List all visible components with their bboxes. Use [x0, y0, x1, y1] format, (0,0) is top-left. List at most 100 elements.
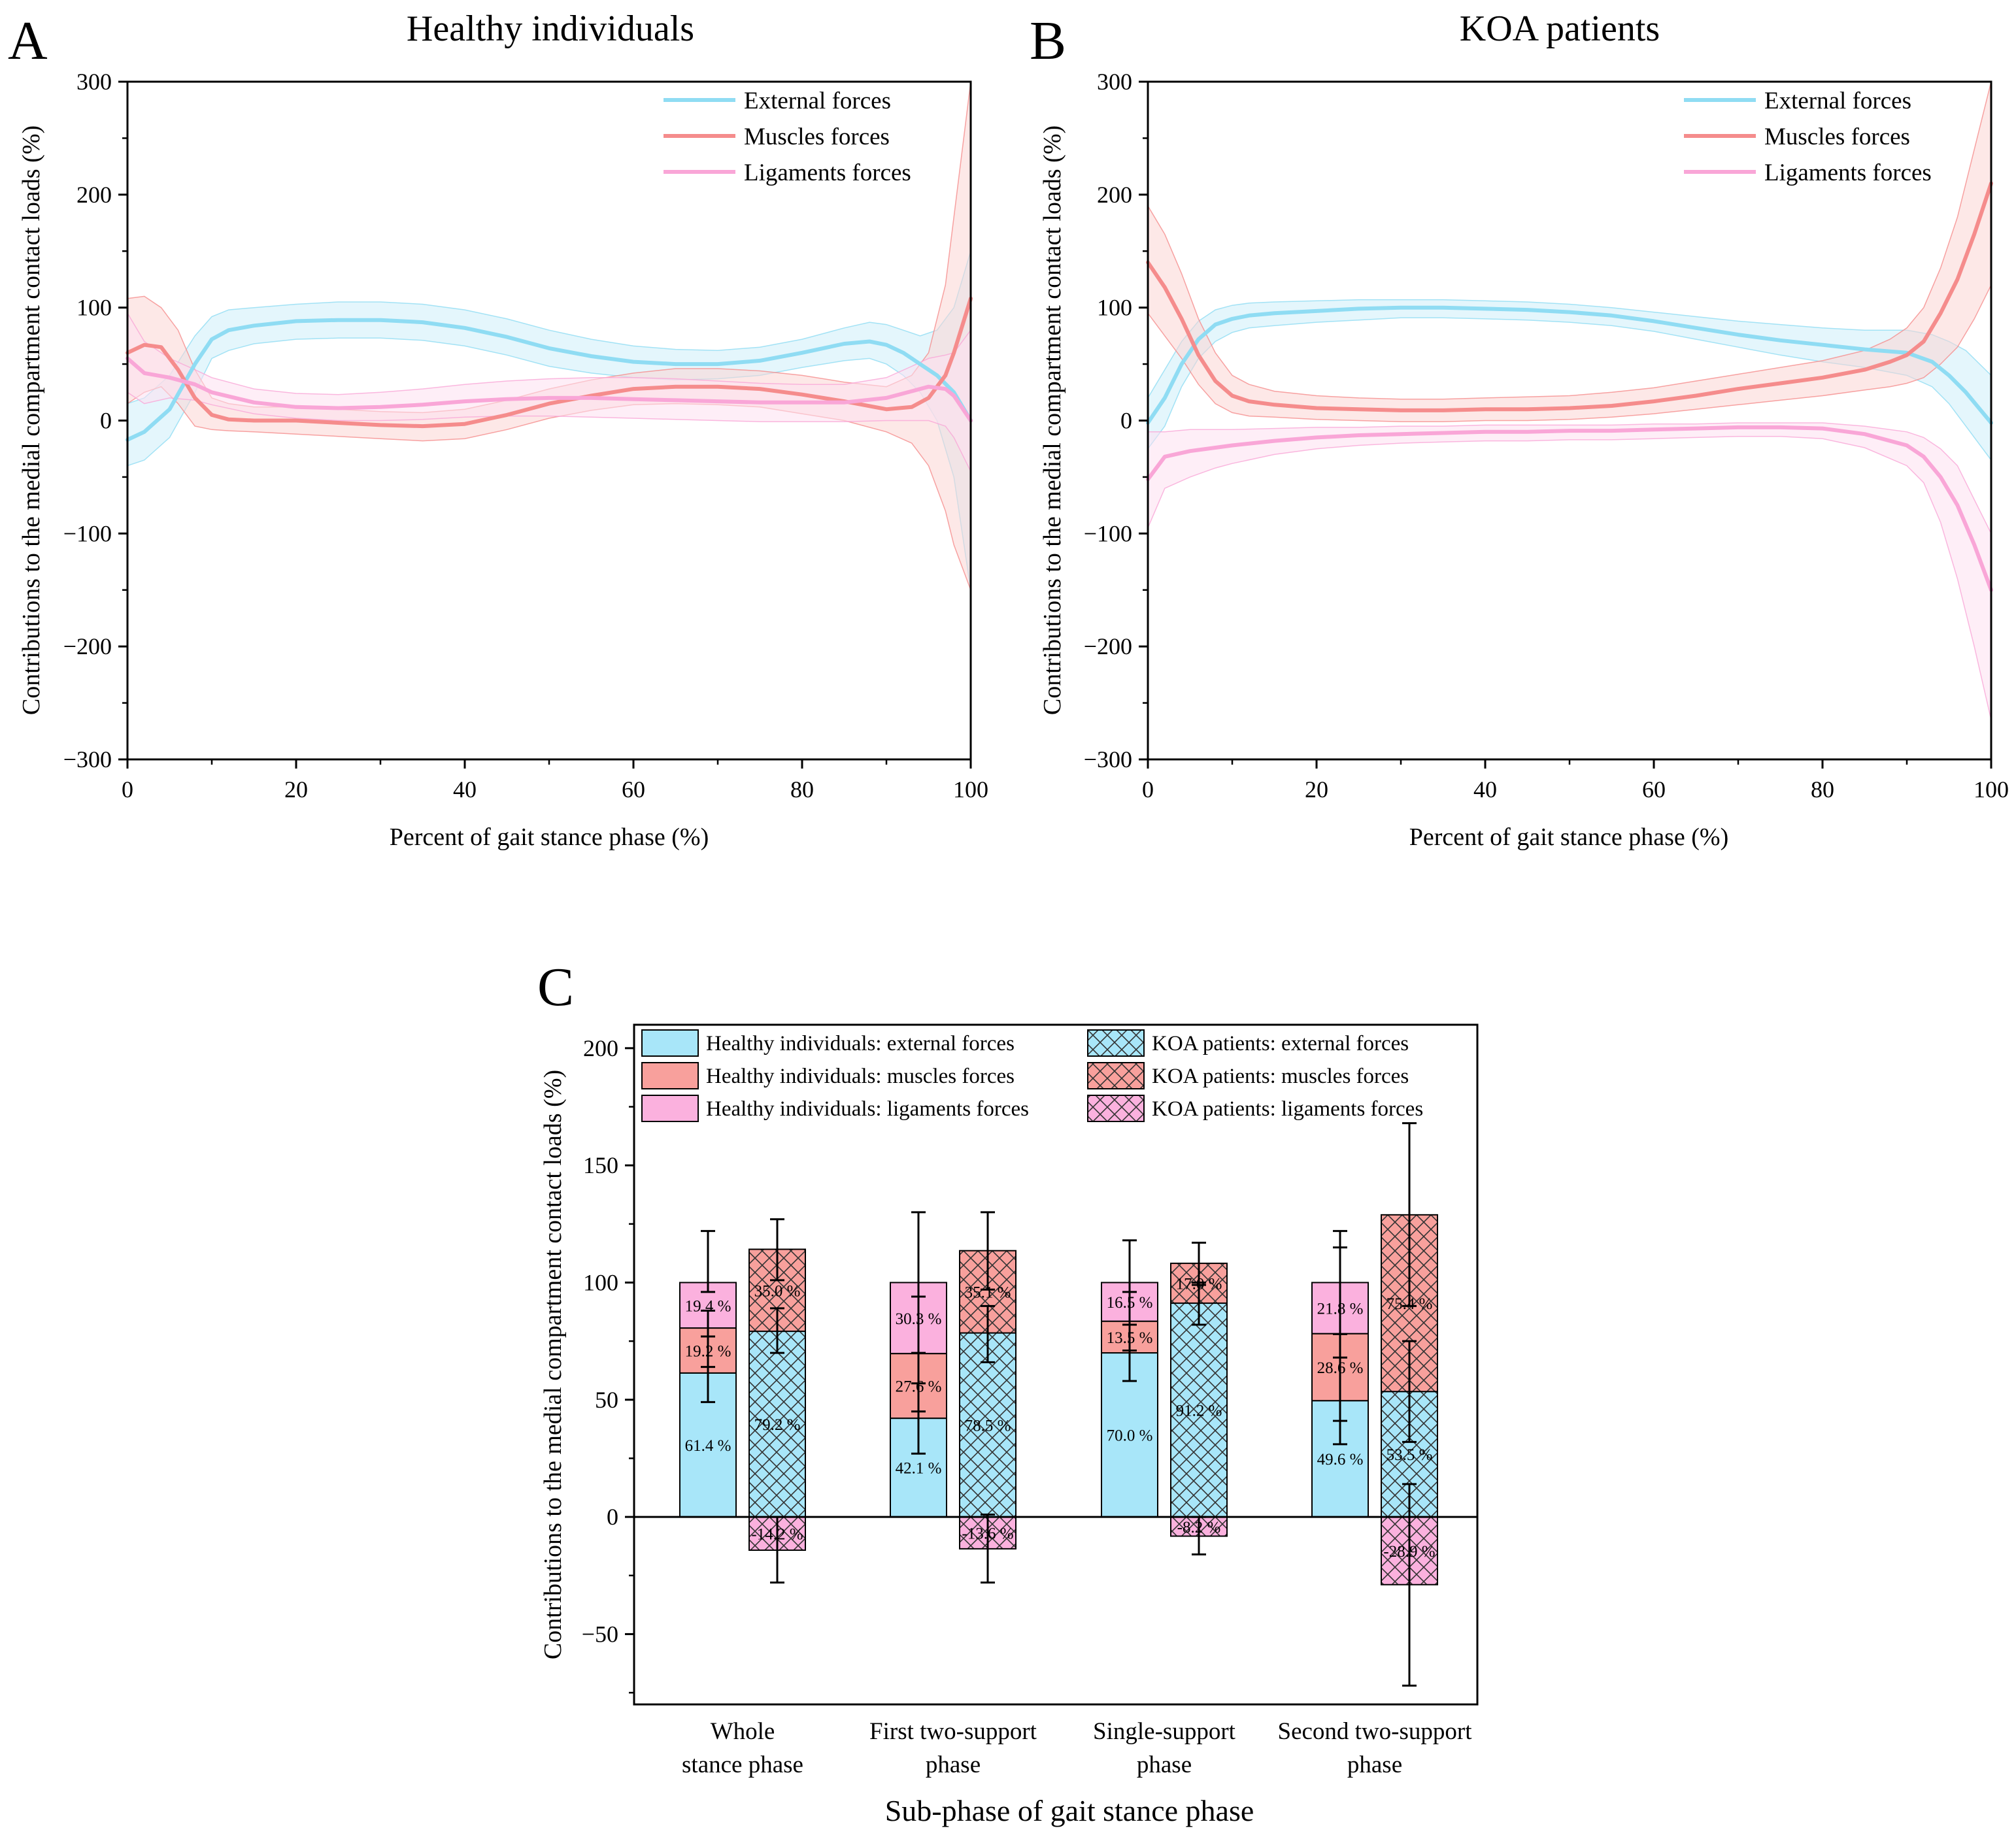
legend-swatch	[1087, 1029, 1145, 1057]
error-bar-koa-ligaments	[1402, 1483, 1417, 1687]
error-bar-koa-ligaments	[981, 1514, 995, 1584]
panel-c-x-axis-categories: Whole stance phase First two-support phase S…	[682, 1718, 1472, 1778]
panel-b-lines	[1146, 181, 1993, 592]
error-bar-koa-external	[1402, 1340, 1417, 1443]
y-tick-label: 0	[1120, 408, 1132, 434]
panel-c-letter: C	[537, 957, 574, 1018]
value-label-healthy-muscles: 28.6 %	[1317, 1359, 1364, 1377]
legend-label: Healthy individuals: external forces	[706, 1032, 1015, 1055]
y-tick-label: 200	[76, 182, 112, 208]
value-label-koa-muscles: 75.4 %	[1386, 1295, 1433, 1313]
band-ligaments-forces	[1147, 422, 1992, 720]
value-label-healthy-ligaments: 19.4 %	[685, 1297, 731, 1315]
legend-label: Ligaments forces	[1764, 159, 1932, 186]
panel-b-y-axis: −300 −200 −100 0 100 200 300	[1084, 69, 1148, 772]
panel-b-x-axis: 0 20 40 60 80 100	[1142, 759, 2009, 803]
value-label-koa-muscles: 35.1 %	[965, 1284, 1011, 1302]
x-tick-label: 60	[1642, 776, 1666, 803]
panel-c-stacked-bar-chart: C 61.4 % 19.2 % 19.4 % 79.2 % 35.0 % -14.2 % 4…	[537, 957, 1479, 1827]
panel-b-koa-line-chart: B KOA patients 0 20 40 60 80 100 −300 −200 −100…	[1030, 8, 2009, 851]
panel-a-x-axis: 0 20 40 60 80 100	[122, 759, 988, 803]
panel-c-y-axis-label: Contributions to the medial compartment …	[539, 1070, 567, 1659]
value-label-koa-ligaments: -14.2 %	[751, 1526, 803, 1544]
legend-label: Muscles forces	[744, 124, 890, 150]
x-tick-label: 40	[1473, 776, 1497, 803]
x-tick-label: 20	[284, 776, 308, 803]
error-bar-healthy-ligaments	[1122, 1239, 1137, 1326]
x-tick-label: 0	[1142, 776, 1154, 803]
y-tick-label: −200	[1084, 633, 1132, 659]
x-tick-label: 100	[1974, 776, 2009, 803]
line-external-forces	[126, 318, 973, 442]
x-tick-label: 80	[790, 776, 814, 803]
error-bar-koa-external	[981, 1304, 995, 1363]
legend-label: KOA patients: external forces	[1152, 1032, 1409, 1055]
legend-label: Healthy individuals: ligaments forces	[706, 1097, 1029, 1121]
error-bar-koa-muscles	[1192, 1242, 1206, 1286]
panel-b-legend: External forces Muscles forces Ligaments f…	[1684, 88, 1932, 186]
y-tick-label: −50	[582, 1621, 618, 1647]
value-label-healthy-muscles: 13.5 %	[1107, 1329, 1153, 1347]
panel-a-title: Healthy individuals	[407, 8, 694, 49]
value-label-healthy-external: 49.6 %	[1317, 1451, 1364, 1468]
value-label-koa-ligaments: -8.2 %	[1177, 1519, 1221, 1536]
y-tick-label: 200	[583, 1035, 618, 1061]
legend-swatch	[641, 1062, 699, 1089]
value-label-healthy-external: 42.1 %	[896, 1460, 942, 1478]
panel-a-y-axis-label: Contributions to the medial compartment …	[18, 125, 45, 715]
line-muscles-forces	[1146, 181, 1993, 412]
panel-c-value-labels: 61.4 % 19.2 % 19.4 % 79.2 % 35.0 % -14.2 % 42.…	[685, 1276, 1436, 1561]
category-label: Whole	[711, 1718, 775, 1745]
y-tick-label: 50	[595, 1387, 618, 1413]
y-tick-label: 0	[607, 1504, 618, 1530]
line-ligaments-forces	[1146, 425, 1993, 592]
value-label-koa-external: 91.2 %	[1176, 1402, 1222, 1420]
category-label: phase	[1137, 1751, 1192, 1778]
panel-c-error-bars	[701, 1122, 1417, 1687]
value-label-koa-ligaments: -13.6 %	[962, 1525, 1013, 1542]
y-tick-label: 100	[1097, 295, 1132, 321]
value-label-koa-external: 78.5 %	[965, 1417, 1011, 1435]
error-bar-koa-ligaments	[770, 1516, 784, 1584]
panel-a-legend: External forces Muscles forces Ligaments f…	[664, 88, 911, 186]
panel-c-x-axis-label: Sub-phase of gait stance phase	[885, 1794, 1254, 1827]
y-tick-label: −300	[63, 746, 112, 772]
value-label-healthy-muscles: 19.2 %	[685, 1342, 731, 1360]
y-tick-label: 300	[76, 69, 112, 95]
y-tick-label: 100	[76, 295, 112, 321]
panel-a-y-axis: −300 −200 −100 0 100 200 300	[63, 69, 127, 772]
line-external-forces	[1146, 305, 1993, 425]
value-label-koa-external: 79.2 %	[754, 1416, 801, 1434]
panel-c-plot-frame	[633, 1023, 1479, 1706]
y-tick-label: 150	[583, 1152, 618, 1178]
value-label-healthy-external: 61.4 %	[685, 1437, 731, 1455]
panel-a-healthy-line-chart: A Healthy individuals 0 20 40 60 80 100 −300−…	[8, 8, 988, 851]
legend-swatch	[641, 1029, 699, 1057]
y-tick-label: −300	[1084, 746, 1132, 772]
panel-a-letter: A	[8, 10, 48, 71]
error-bar-koa-ligaments	[1192, 1516, 1206, 1555]
value-label-koa-external: 53.5 %	[1386, 1446, 1433, 1464]
error-bar-koa-muscles	[770, 1218, 784, 1282]
legend-swatch	[1087, 1095, 1145, 1122]
panel-a-lines	[126, 296, 973, 442]
error-bar-healthy-ligaments	[1333, 1230, 1347, 1335]
legend-label: Healthy individuals: muscles forces	[706, 1065, 1015, 1088]
panel-a-x-axis-label: Percent of gait stance phase (%)	[390, 823, 709, 851]
y-tick-label: 100	[583, 1269, 618, 1295]
x-tick-label: 40	[453, 776, 477, 803]
error-bar-healthy-ligaments	[701, 1230, 715, 1293]
legend-label: External forces	[744, 88, 891, 114]
category-label: phase	[926, 1751, 981, 1778]
value-label-healthy-external: 70.0 %	[1107, 1427, 1153, 1445]
y-tick-label: 0	[100, 408, 112, 434]
error-bar-koa-external	[770, 1307, 784, 1354]
value-label-healthy-muscles: 27.6 %	[896, 1378, 942, 1396]
panel-a-bands	[127, 81, 971, 591]
y-tick-label: 300	[1097, 69, 1132, 95]
error-bar-koa-muscles	[1402, 1122, 1417, 1307]
y-tick-label: −100	[1084, 520, 1132, 546]
line-muscles-forces	[126, 296, 973, 429]
category-label: stance phase	[682, 1751, 803, 1778]
